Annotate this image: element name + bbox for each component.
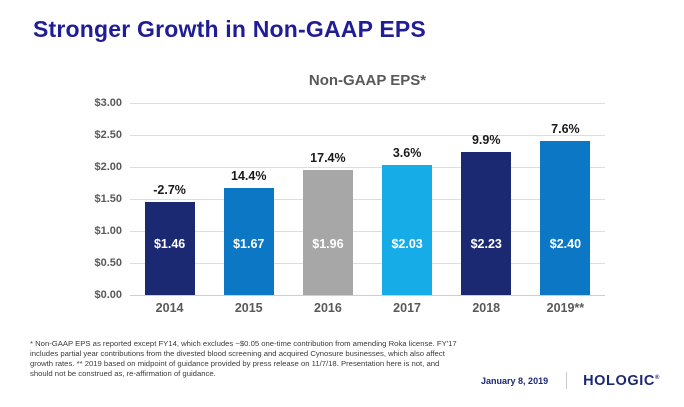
chart-title: Non-GAAP EPS* — [308, 72, 427, 89]
growth-label-2018: 9.9% — [471, 133, 501, 148]
growth-label-2017: 3.6% — [392, 146, 422, 161]
y-axis-tick-label: $2.00 — [94, 161, 122, 173]
value-label-2017: $2.03 — [391, 237, 423, 251]
growth-label-2016: 17.4% — [310, 150, 346, 165]
gridline-$1.50 — [130, 199, 605, 200]
bar-slot-2019**: 7.6% $2.40 2019** — [526, 103, 605, 315]
bar-slot-2018: 9.9% $2.23 2018 — [447, 103, 526, 315]
bar-slot-2014: -2.7% $1.46 2014 — [130, 103, 209, 315]
bar-slot-2016: 17.4% $1.96 2016 — [288, 103, 367, 315]
x-axis-tick-label-2019**: 2019** — [546, 301, 585, 315]
bar-slot-2017: 3.6% $2.03 2017 — [368, 103, 447, 315]
bar-2019**: $2.40 — [540, 141, 591, 295]
x-axis-tick-label-2014: 2014 — [155, 301, 184, 315]
growth-label-2019**: 7.6% — [551, 122, 580, 137]
value-label-2019**: $2.40 — [549, 237, 582, 251]
y-axis-tick-label: $1.00 — [94, 225, 122, 237]
gridline-$0.50 — [130, 263, 605, 264]
x-axis-tick-label-2016: 2016 — [314, 301, 342, 315]
y-axis-tick-label: $3.00 — [94, 97, 122, 109]
value-label-2014: $1.46 — [153, 237, 186, 251]
value-label-2018: $2.23 — [470, 237, 502, 251]
growth-label-2015: 14.4% — [231, 169, 267, 184]
growth-label-2014: -2.7% — [153, 182, 186, 197]
bar-chart-plot-area: $3.00 $2.50 $2.00 $1.50 $1.00 $0.50 $0.00 -2.7%… — [94, 97, 605, 315]
gridline-$3.00 — [130, 103, 605, 104]
gridline-$1.00 — [130, 231, 605, 232]
y-axis-tick-label: $1.50 — [94, 193, 122, 205]
y-axis-tick-label: $0.00 — [94, 289, 122, 301]
bar-slot-2015: 14.4% $1.67 2015 — [209, 103, 288, 315]
hologic-logo-text: HOLOGIC — [583, 372, 655, 389]
bar-2017: $2.03 — [382, 165, 433, 295]
x-axis-tick-label-2018: 2018 — [472, 301, 501, 315]
footer-divider — [566, 372, 568, 389]
footnote: * Non-GAAP EPS as reported except FY14, … — [30, 339, 457, 379]
value-label-2016: $1.96 — [312, 237, 344, 251]
bar-2014: $1.46 — [144, 201, 195, 295]
x-axis-tick-label-2015: 2015 — [234, 301, 263, 315]
value-label-2015: $1.67 — [233, 237, 265, 251]
hologic-logo: HOLOGIC® — [583, 373, 660, 389]
gridline-$2.50 — [130, 135, 605, 136]
gridline-$2.00 — [130, 167, 605, 168]
bar-2015: $1.67 — [223, 188, 274, 295]
registered-trademark-mark: ® — [654, 374, 660, 381]
footer-date: January 8, 2019 — [481, 375, 549, 386]
y-axis-tick-label: $2.50 — [94, 129, 122, 141]
y-axis-tick-label: $0.50 — [94, 257, 122, 269]
footer: January 8, 2019 HOLOGIC® — [481, 372, 660, 389]
slide-title: Stronger Growth in Non-GAAP EPS — [33, 16, 426, 42]
bar-2016: $1.96 — [302, 169, 353, 295]
gridline-$0.00 — [130, 295, 605, 296]
x-axis-tick-label-2017: 2017 — [393, 301, 421, 315]
bar-2018: $2.23 — [461, 152, 512, 295]
